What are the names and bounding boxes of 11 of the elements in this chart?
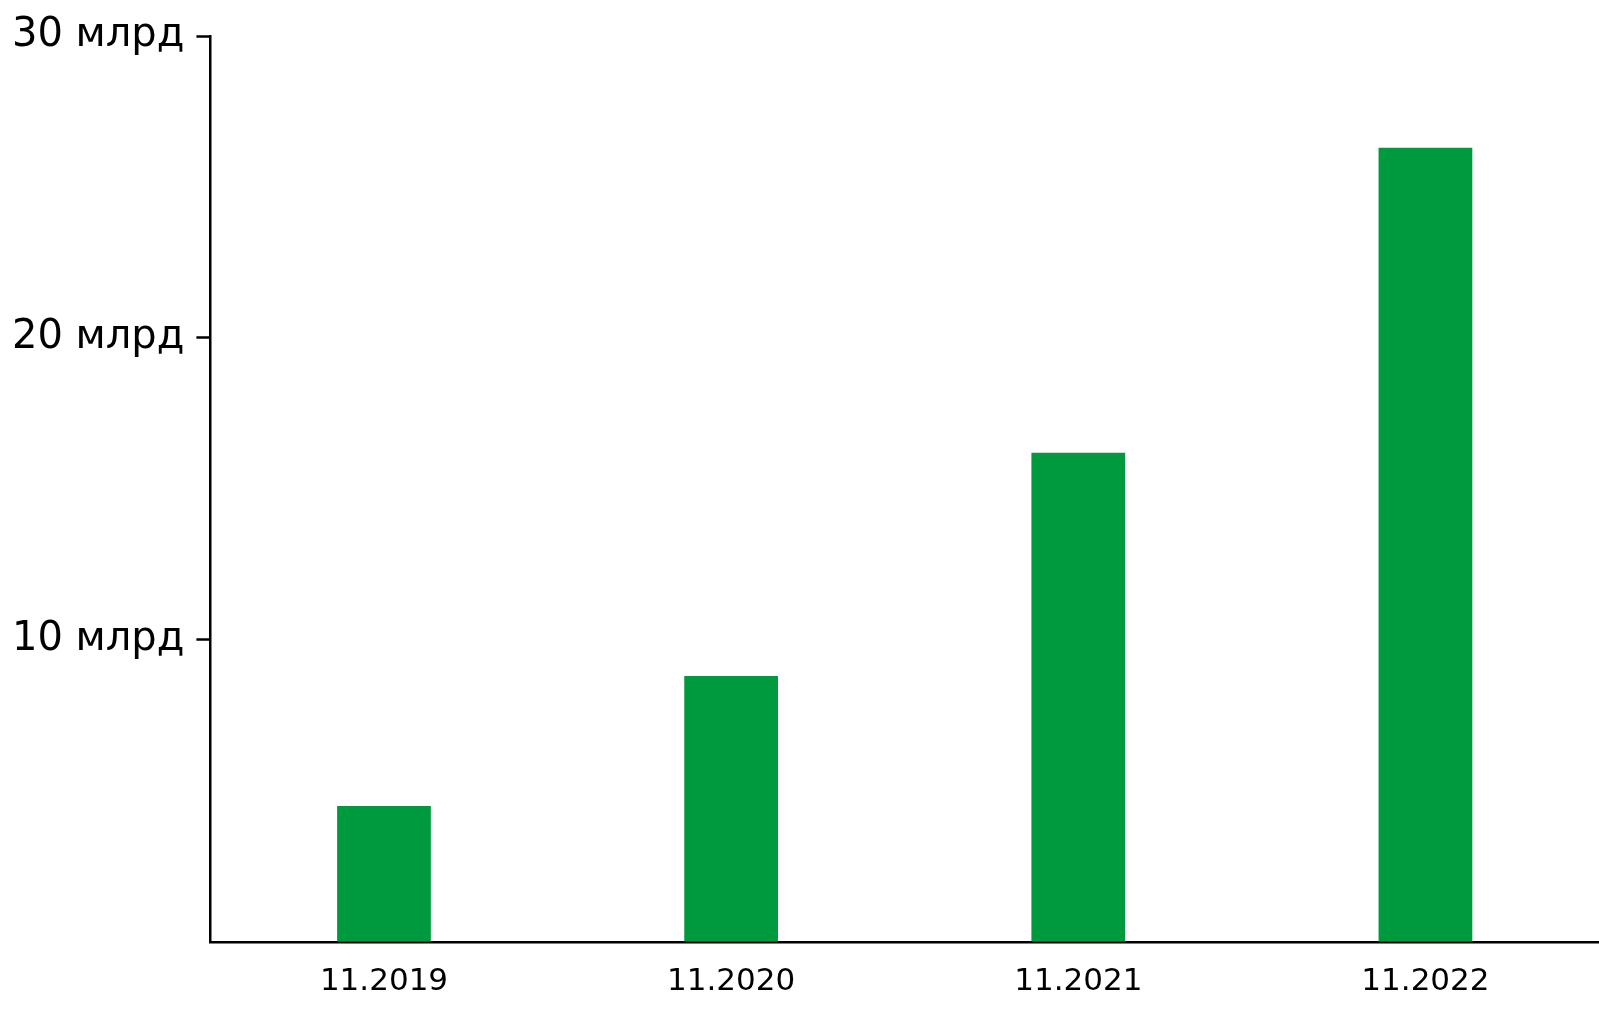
x-tick-label: 11.2022 <box>1361 961 1490 998</box>
y-tick-label: 20 млрд <box>12 311 185 358</box>
bar <box>684 676 778 942</box>
x-tick-label: 11.2019 <box>319 961 449 998</box>
bar <box>1031 452 1126 942</box>
x-tick-label: 11.2020 <box>667 961 796 998</box>
y-tick-label: 10 млрд <box>12 613 185 660</box>
y-tick-label: 30 млрд <box>12 9 185 56</box>
bar <box>1378 147 1473 942</box>
bar <box>337 805 431 942</box>
x-tick-label: 11.2021 <box>1014 961 1143 998</box>
